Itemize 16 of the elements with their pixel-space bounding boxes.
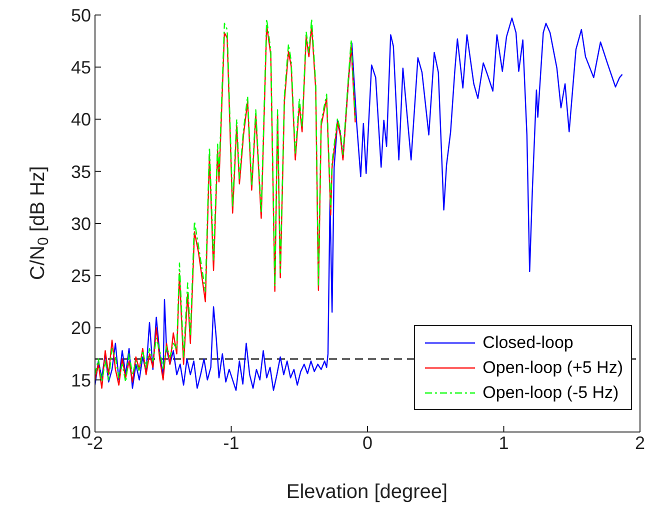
x-tick-label: 0 [362, 432, 373, 453]
x-tick-label: -1 [223, 432, 240, 453]
y-tick-label: 30 [70, 214, 91, 234]
y-tick-label: 20 [70, 318, 91, 338]
y-tick-label: 25 [70, 266, 91, 286]
legend-label: Open-loop (+5 Hz) [482, 357, 623, 379]
y-tick-label: 35 [70, 162, 91, 182]
y-tick-label: 40 [70, 110, 91, 130]
x-axis-title: Elevation [degree] [286, 481, 448, 503]
legend-label: Open-loop (-5 Hz) [482, 382, 619, 404]
legend-label: Closed-loop [482, 332, 574, 354]
y-tick-label: 15 [70, 370, 91, 390]
y-tick-label: 50 [70, 5, 91, 26]
x-tick-label: 1 [498, 432, 509, 453]
y-tick-label: 45 [70, 58, 91, 78]
x-tick-label: 2 [634, 432, 646, 453]
